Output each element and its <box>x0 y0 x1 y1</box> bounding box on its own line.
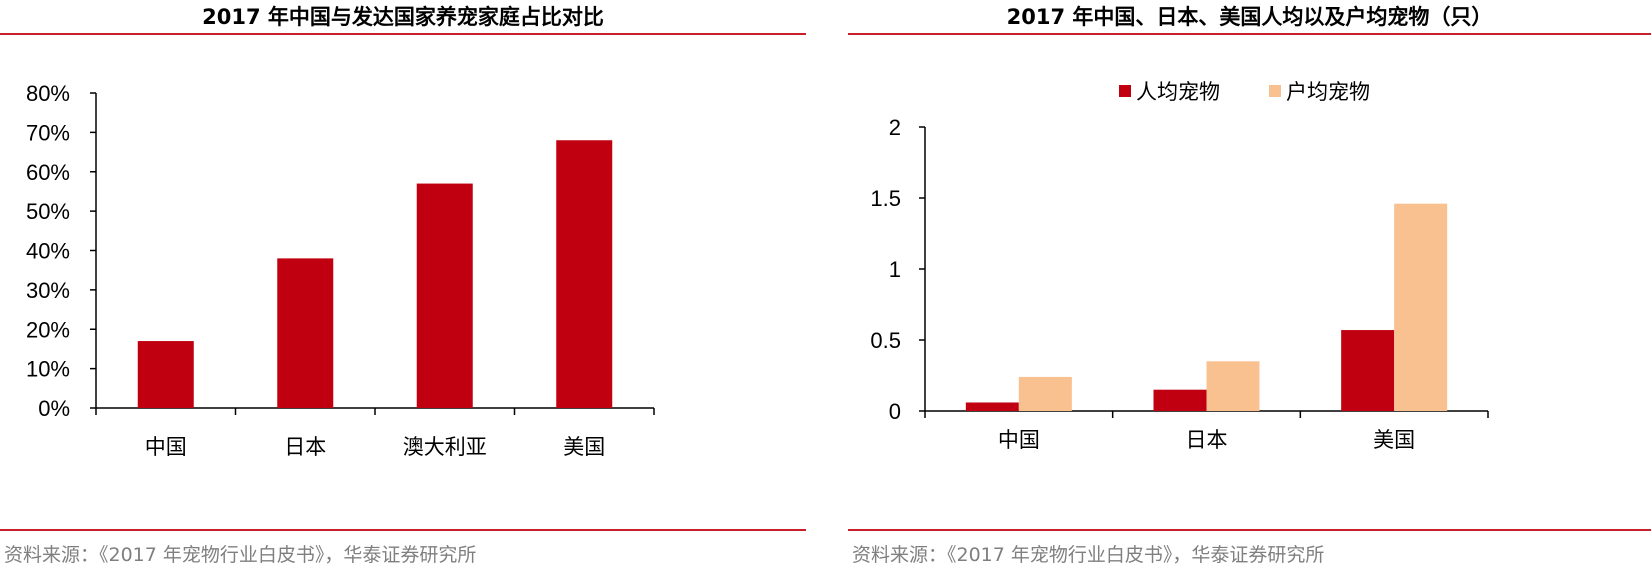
y-tick-label: 80% <box>26 81 70 106</box>
bar <box>416 183 473 408</box>
y-tick-label: 70% <box>26 120 70 145</box>
bar <box>137 341 194 408</box>
y-tick-label: 0 <box>889 399 901 424</box>
x-category-label: 中国 <box>145 435 187 459</box>
bar <box>556 140 613 408</box>
legend-label: 户均宠物 <box>1286 80 1370 104</box>
y-tick-label: 10% <box>26 357 70 382</box>
y-tick-label: 20% <box>26 317 70 342</box>
y-tick-label: 1 <box>889 257 901 282</box>
x-category-label: 澳大利亚 <box>403 435 487 459</box>
x-category-label: 美国 <box>1373 428 1415 452</box>
y-tick-label: 2 <box>889 115 901 140</box>
y-tick-label: 50% <box>26 199 70 224</box>
right-source-rule <box>848 529 1651 531</box>
left-title-rule <box>0 33 806 35</box>
bar-per-household <box>1206 361 1260 411</box>
bar-per-capita <box>965 402 1019 411</box>
x-category-label: 中国 <box>998 428 1040 452</box>
y-tick-label: 30% <box>26 278 70 303</box>
bar-per-household <box>1394 203 1448 411</box>
legend-swatch <box>1119 85 1131 97</box>
left-bar-chart: 0% 10% 20% 30% 40% 50% 60% 70% 80% 中国 日本 澳大利亚 美国 <box>26 81 655 459</box>
right-grouped-bar-chart: 0 0.5 1 1.5 2 中国 日本 美国 人均宠物 户均宠物 <box>870 80 1489 452</box>
left-source-note: 资料来源：《2017 年宠物行业白皮书》，华泰证券研究所 <box>4 544 477 566</box>
y-tick-label: 0% <box>38 396 70 421</box>
y-tick-label: 60% <box>26 160 70 185</box>
legend-label: 人均宠物 <box>1136 80 1220 104</box>
left-chart-title: 2017 年中国与发达国家养宠家庭占比对比 <box>202 5 604 29</box>
bar-per-capita <box>1341 330 1395 411</box>
left-chart-panel: 2017 年中国与发达国家养宠家庭占比对比 0% 10% 20% 30% 40% 50% 6… <box>0 0 806 571</box>
x-category-label: 美国 <box>563 435 605 459</box>
right-chart-panel: 2017 年中国、日本、美国人均以及户均宠物（只） 0 0.5 1 1.5 2 中国 日本 美… <box>848 0 1651 571</box>
y-tick-label: 40% <box>26 239 70 264</box>
y-tick-label: 0.5 <box>870 328 901 353</box>
right-title-rule <box>848 33 1651 35</box>
y-tick-label: 1.5 <box>870 186 901 211</box>
right-chart-title: 2017 年中国、日本、美国人均以及户均宠物（只） <box>1006 5 1493 29</box>
bar-per-household <box>1018 376 1072 411</box>
right-source-note: 资料来源：《2017 年宠物行业白皮书》，华泰证券研究所 <box>852 544 1325 566</box>
bar <box>277 258 334 408</box>
left-source-rule <box>0 529 806 531</box>
x-category-label: 日本 <box>284 435 326 459</box>
legend-swatch <box>1269 85 1281 97</box>
x-category-label: 日本 <box>1186 428 1228 452</box>
bar-per-capita <box>1153 389 1207 411</box>
